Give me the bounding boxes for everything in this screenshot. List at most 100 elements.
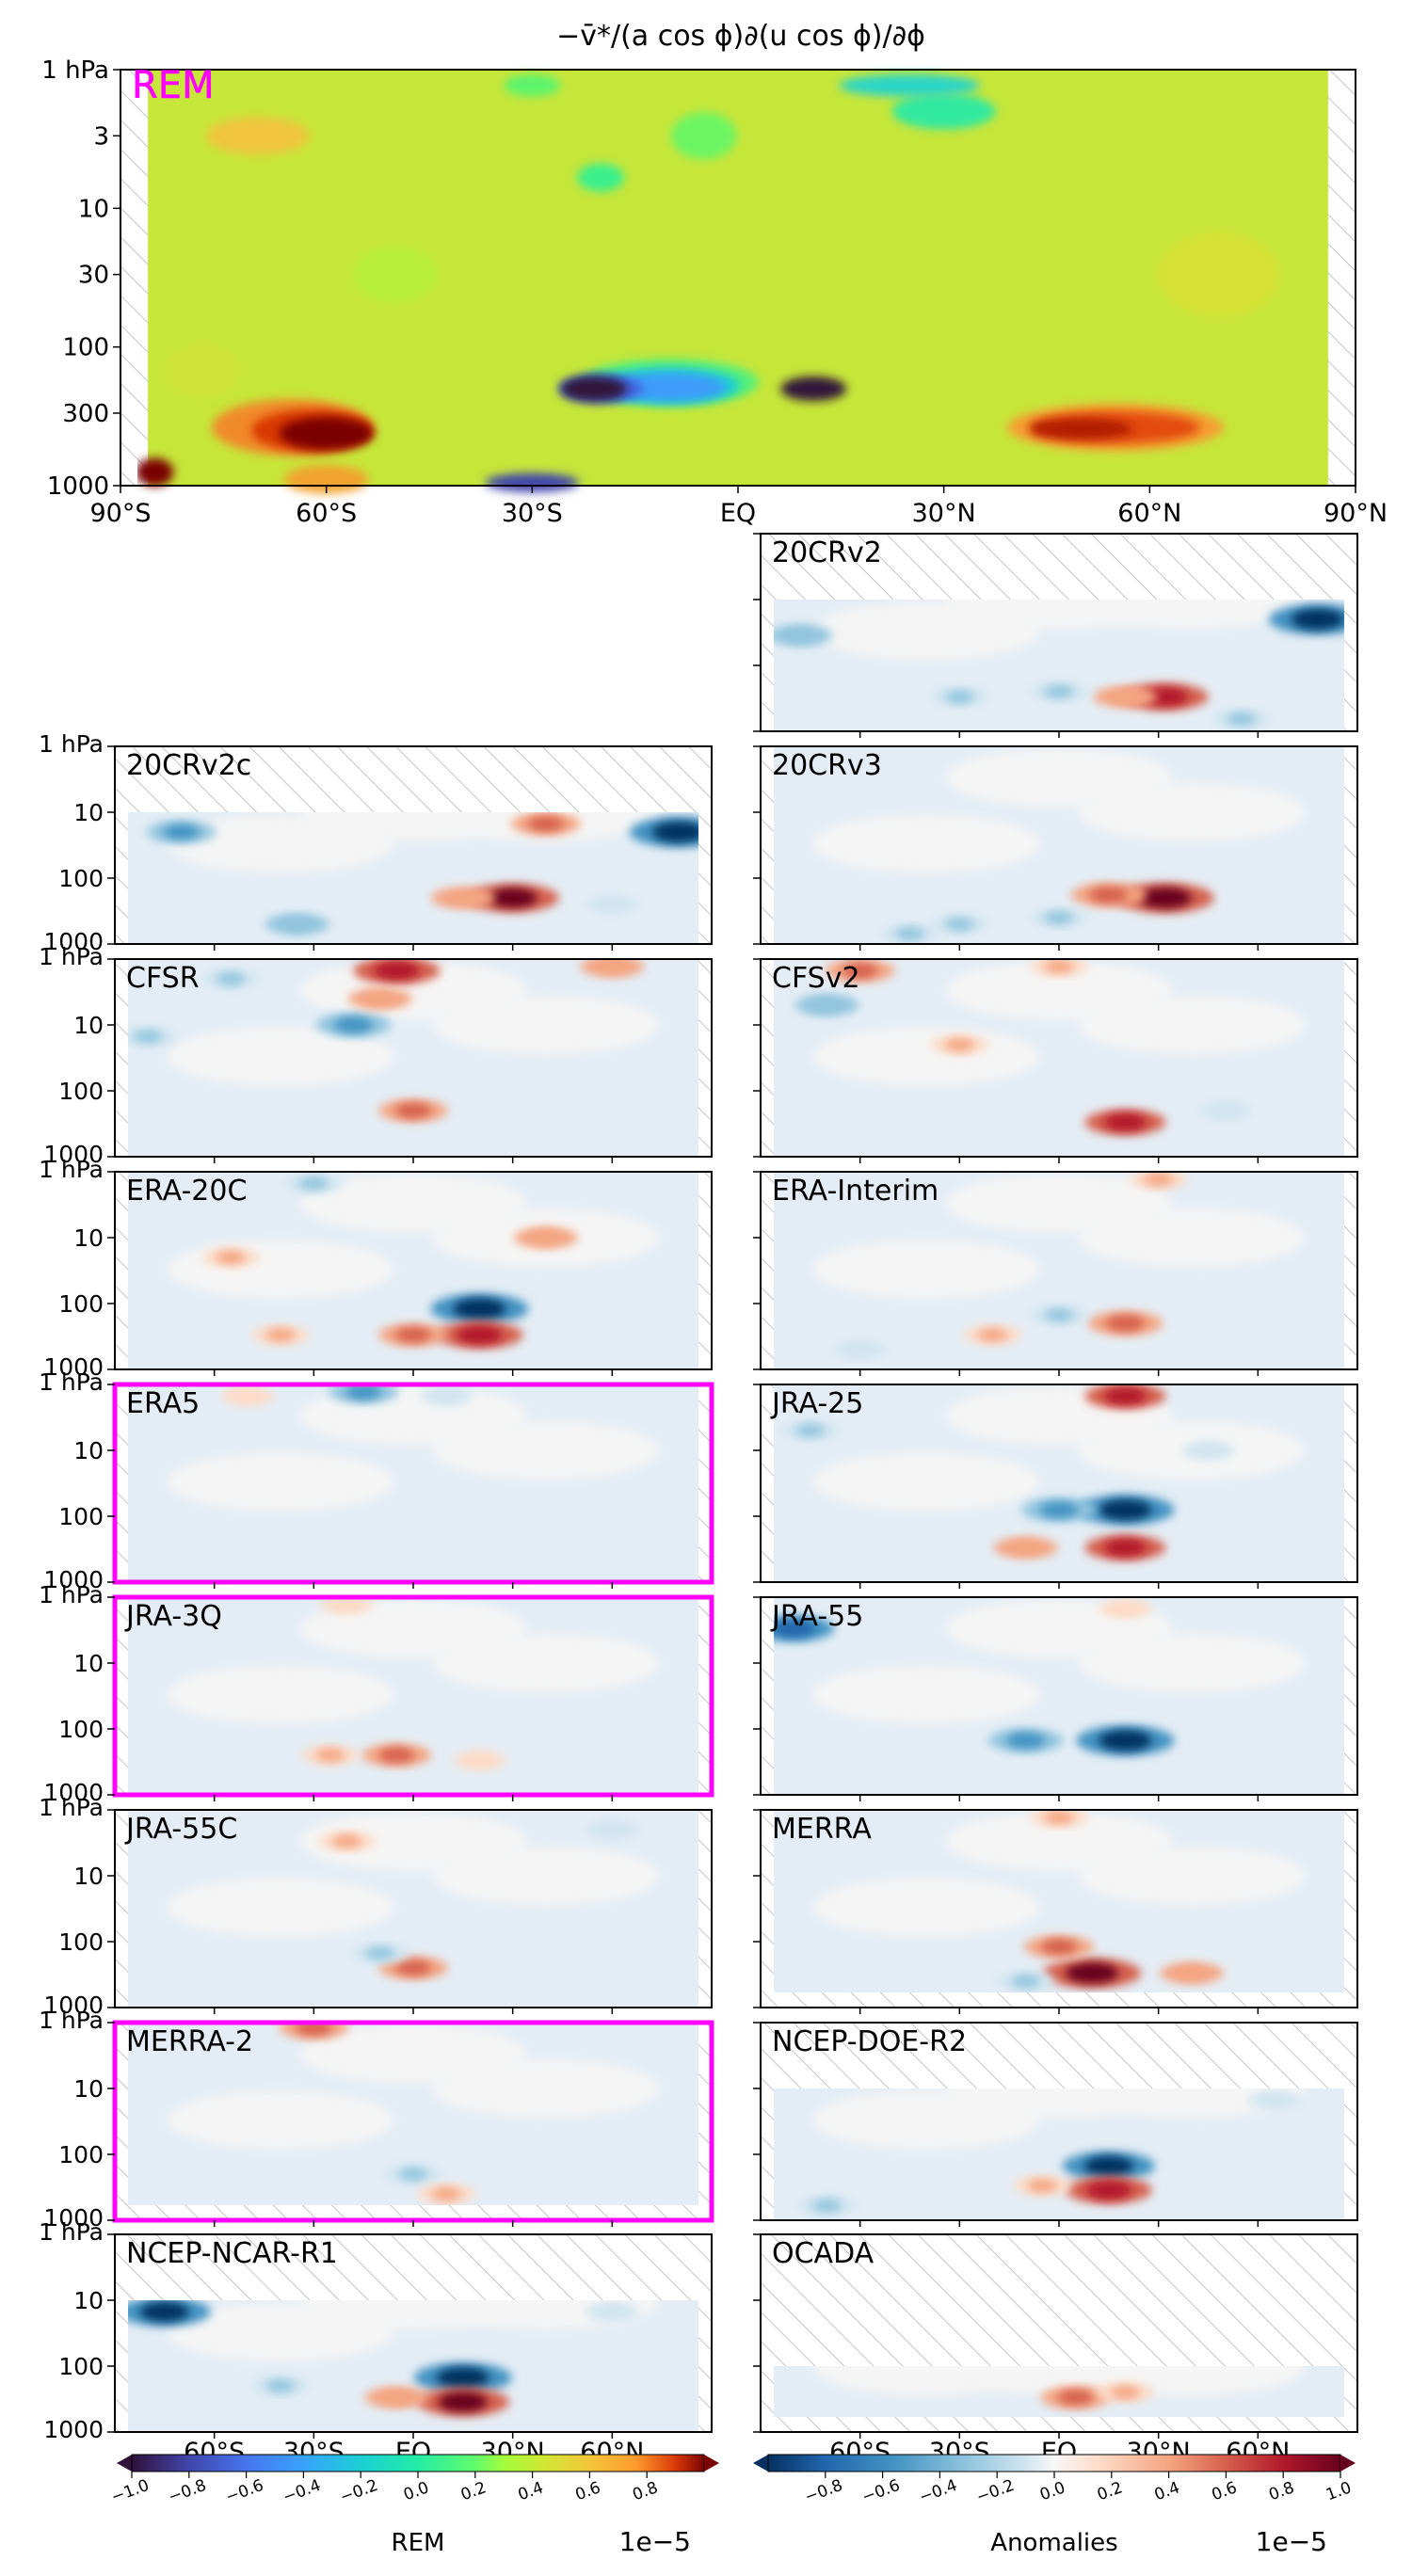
anomaly-core <box>1144 1173 1174 1186</box>
y-tick-label: 1000 <box>43 928 104 955</box>
y-tick-label: 1 hPa <box>39 730 104 758</box>
anomaly-core <box>1011 1975 1041 1988</box>
panel-jra-3q: JRA-3Q 1 hPa 10 100 1000 <box>39 1581 714 1806</box>
y-tick-label: 1 hPa <box>39 943 104 970</box>
panel-label: NCEP-NCAR-R1 <box>126 2237 338 2270</box>
panel-neutral-area <box>300 2300 526 2328</box>
colorbar-tick-label: 0.6 <box>1210 2478 1240 2504</box>
y-tick-label: 100 <box>58 1290 104 1318</box>
y-tick-label: 100 <box>58 1078 104 1105</box>
anomaly-core <box>1057 2390 1094 2406</box>
main-field-contour <box>560 376 627 402</box>
colorbar-tick-label: −0.2 <box>974 2476 1018 2507</box>
colorbar-tick-label: 0.0 <box>1037 2478 1067 2504</box>
panel-label: JRA-25 <box>770 1387 863 1420</box>
anomaly-core <box>296 2023 332 2036</box>
anomaly-core <box>1005 1732 1046 1749</box>
main-field-contour <box>780 376 847 402</box>
anomaly-core <box>1261 2094 1288 2106</box>
anomaly-core <box>216 972 246 985</box>
y-tick-label: 10 <box>73 2287 104 2314</box>
anomaly-core <box>332 1834 361 1848</box>
anomaly-core <box>1138 888 1192 909</box>
y-tick-label: 1000 <box>43 1779 104 1806</box>
anomaly-core <box>163 824 200 840</box>
anomaly-core <box>453 1298 506 1320</box>
main-field-contour <box>504 73 561 97</box>
anomaly-core <box>433 1390 459 1402</box>
panel-neutral-area <box>168 2091 394 2149</box>
anomaly-core <box>1044 685 1074 698</box>
anomaly-core <box>1044 1811 1074 1824</box>
anomaly-core <box>281 917 313 932</box>
anomaly-core <box>363 991 396 1006</box>
colorbar-tick-label: −0.8 <box>802 2476 845 2507</box>
anomaly-core <box>1066 1962 1119 1984</box>
anomaly-core <box>651 822 698 843</box>
panel-neutral-area <box>300 1175 526 1232</box>
anomaly-core <box>599 898 625 911</box>
main-field-contour <box>1157 232 1280 317</box>
main-panel: REM 1 hPa 3 10 30 100 300 1000 90°S 60°S 30°S EQ 3… <box>41 56 1388 528</box>
panel-label: 20CRv2c <box>126 749 251 782</box>
panel-jra-55c: JRA-55C 1 hPa 10 100 1000 <box>39 1794 713 2019</box>
anomaly-core <box>315 1749 345 1762</box>
anomaly-core <box>1195 1444 1222 1457</box>
x-tick-label: 60°N <box>1117 499 1181 528</box>
anomaly-core <box>944 1038 974 1051</box>
anomaly-core <box>1103 1539 1147 1557</box>
anomaly-core <box>380 2390 413 2405</box>
anomaly-core <box>1112 1603 1139 1615</box>
colorbar-left: −1.0 −0.8 −0.6 −0.4 −0.2 0.0 0.2 0.4 0.6 0.8 REM … <box>108 2454 719 2557</box>
y-tick-label: 100 <box>58 1503 104 1530</box>
x-tick-label: 60°S <box>296 499 357 528</box>
y-tick-label: 100 <box>58 1716 104 1743</box>
colorbar-right-label: Anomalies <box>990 2529 1117 2557</box>
anomaly-core <box>944 918 974 931</box>
anomaly-core <box>1109 689 1142 704</box>
main-panel-label: REM <box>132 64 215 107</box>
anomaly-core <box>1085 2181 1132 2200</box>
y-tick-label: 30 <box>78 262 109 290</box>
panel-label: MERRA-2 <box>126 2025 253 2058</box>
panel-neutral-area <box>946 749 1172 807</box>
panel-neutral-area <box>946 600 1172 628</box>
colorbar-tick-label: 0.4 <box>1152 2478 1182 2504</box>
anomaly-core <box>847 1343 874 1356</box>
y-tick-label: 1 hPa <box>39 1156 104 1183</box>
panel-label: JRA-55C <box>124 1813 237 1846</box>
panel-neutral-area <box>300 1600 526 1657</box>
colorbar-right-exponent: 1e−5 <box>1256 2526 1327 2557</box>
y-tick-label: 10 <box>73 1437 104 1464</box>
panel-neutral-area <box>946 1175 1172 1232</box>
x-tick-label: 90°N <box>1324 499 1388 528</box>
colorbar-tick-label: 0.8 <box>1266 2478 1296 2504</box>
panel-label: ERA-20C <box>126 1175 247 1208</box>
anomaly-core <box>345 1384 382 1400</box>
colorbar-tick-label: 0.2 <box>1095 2478 1125 2504</box>
y-tick-label: 10 <box>73 2075 104 2103</box>
main-field-contour <box>352 246 438 303</box>
anomaly-core <box>944 690 974 704</box>
main-field-contour <box>205 117 310 155</box>
panel-neutral-area <box>168 1666 394 1723</box>
anomaly-core <box>812 2199 842 2213</box>
y-tick-label: 10 <box>73 1650 104 1677</box>
panel-ocada: OCADA <box>753 2233 1358 2439</box>
panel-label: CFSv2 <box>772 962 860 995</box>
main-field-contour <box>1029 418 1133 440</box>
y-tick-label: 1000 <box>43 1566 104 1593</box>
anomaly-core <box>1027 2179 1057 2193</box>
panel-neutral-area <box>168 1028 394 1085</box>
panel-neutral-area <box>813 1666 1040 1723</box>
anomaly-core <box>774 1620 815 1638</box>
anomaly-core <box>1099 1730 1152 1752</box>
anomaly-core <box>795 1424 826 1437</box>
anomaly-core <box>1089 887 1129 904</box>
anomaly-core <box>599 1823 625 1836</box>
y-tick-label: 300 <box>62 400 109 428</box>
panel-neutral-area <box>813 1028 1040 1085</box>
anomaly-core <box>139 2301 190 2322</box>
y-tick-label: 10 <box>73 1012 104 1039</box>
y-tick-label: 1000 <box>43 2204 104 2232</box>
